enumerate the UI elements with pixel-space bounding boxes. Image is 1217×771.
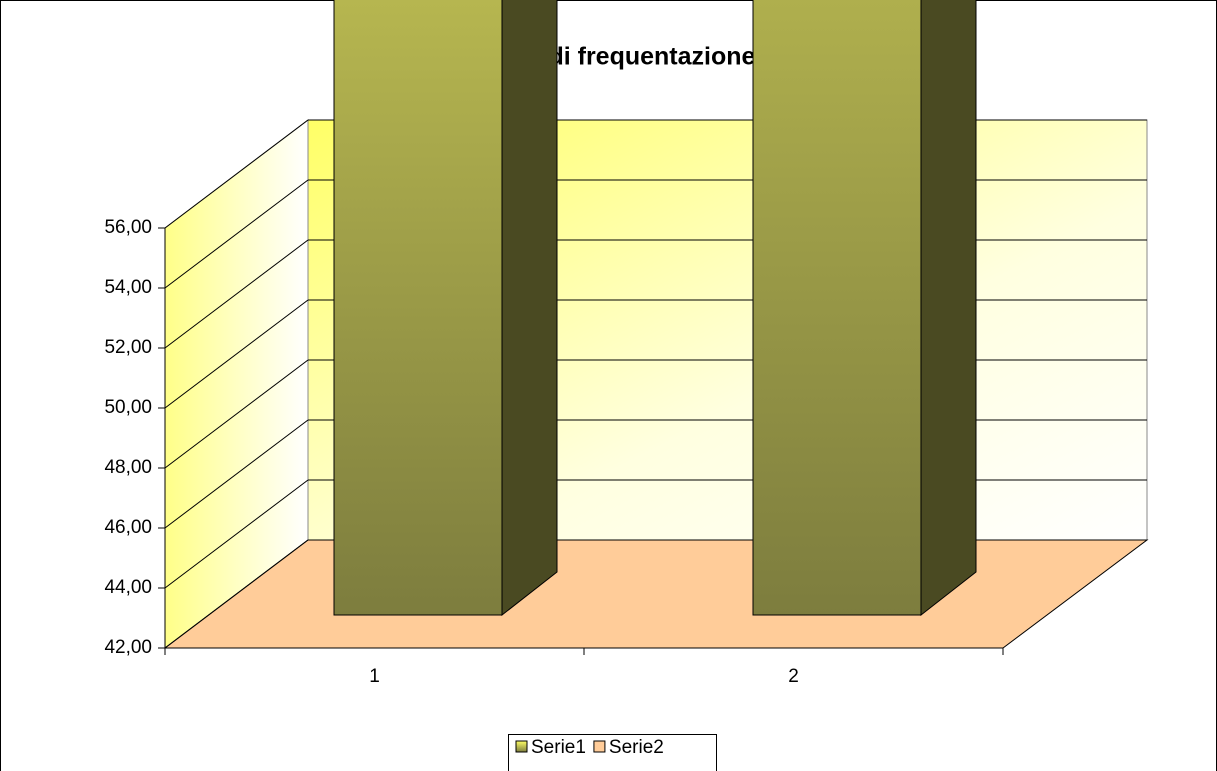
y-tick-label: 46,00 — [104, 517, 152, 538]
grid-line — [164, 419, 309, 529]
legend-swatch — [515, 740, 528, 753]
y-tick-label: 50,00 — [104, 397, 152, 418]
bar — [752, 0, 922, 616]
y-tick-label: 56,00 — [104, 217, 152, 238]
y-tick-label: 42,00 — [104, 637, 152, 658]
bar-side — [501, 0, 558, 617]
floor — [163, 539, 1149, 649]
legend-label: Serie1 — [531, 737, 586, 758]
legend-swatch — [593, 740, 606, 753]
grid-line — [164, 299, 309, 409]
y-tick-label: 52,00 — [104, 337, 152, 358]
legend — [508, 734, 717, 771]
legend-label: Serie2 — [609, 737, 664, 758]
y-tick-label: 48,00 — [104, 457, 152, 478]
bar — [333, 0, 503, 616]
grid-line — [164, 179, 309, 289]
grid-line — [164, 359, 309, 469]
grid-line — [164, 119, 309, 229]
bar-side — [920, 0, 977, 617]
y-tick-label: 44,00 — [104, 577, 152, 598]
x-tick-label: 1 — [369, 666, 380, 687]
grid-line — [164, 479, 309, 589]
y-tick-label: 54,00 — [104, 277, 152, 298]
x-tick-label: 2 — [788, 666, 799, 687]
grid-line — [164, 239, 309, 349]
grid-line — [164, 539, 309, 649]
